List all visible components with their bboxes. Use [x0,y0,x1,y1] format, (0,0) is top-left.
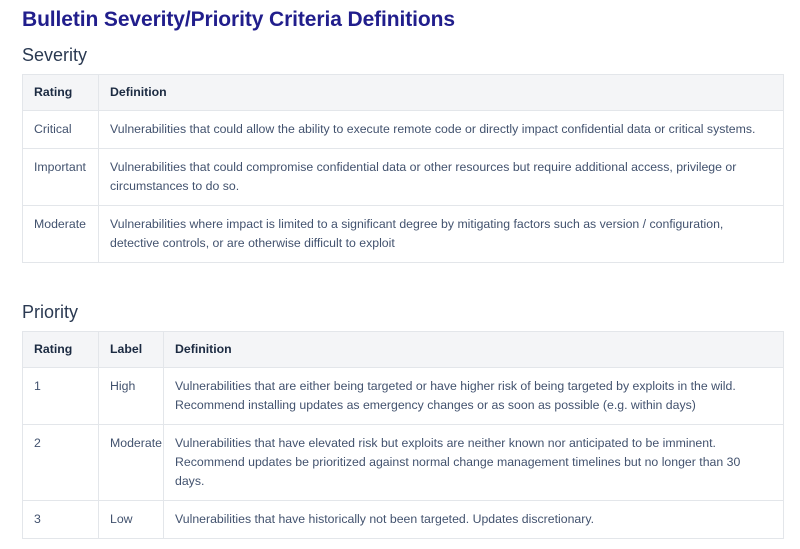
priority-label-cell: High [98,367,164,425]
page-title: Bulletin Severity/Priority Criteria Defi… [22,8,455,31]
priority-definition-cell: Vulnerabilities that are either being ta… [163,367,784,425]
priority-rating-cell: 2 [22,424,99,501]
severity-table-body: Critical Vulnerabilities that could allo… [22,110,784,263]
priority-definition-cell: Vulnerabilities that have elevated risk … [163,424,784,501]
table-row: 3 Low Vulnerabilities that have historic… [22,500,784,539]
priority-rating-cell: 1 [22,367,99,425]
table-row: Important Vulnerabilities that could com… [22,148,784,206]
table-row: 1 High Vulnerabilities that are either b… [22,367,784,425]
column-header-rating: Rating [22,331,99,368]
column-header-definition: Definition [163,331,784,368]
table-header-row: Rating Label Definition [22,331,784,368]
severity-rating-cell: Critical [22,110,99,149]
section-spacer [0,263,800,281]
column-header-rating: Rating [22,74,99,111]
priority-table: Rating Label Definition 1 High Vulnerabi… [22,331,784,539]
priority-label-cell: Low [98,500,164,539]
severity-definition-cell: Vulnerabilities that could compromise co… [98,148,784,206]
severity-rating-cell: Important [22,148,99,206]
priority-table-body: 1 High Vulnerabilities that are either b… [22,367,784,539]
column-header-label: Label [98,331,164,368]
table-header-row: Rating Definition [22,74,784,111]
priority-rating-cell: 3 [22,500,99,539]
section-heading-priority: Priority [22,302,79,322]
severity-definition-cell: Vulnerabilities that could allow the abi… [98,110,784,149]
severity-table: Rating Definition Critical Vulnerabiliti… [22,74,784,263]
table-row: Critical Vulnerabilities that could allo… [22,110,784,149]
priority-table-header: Rating Label Definition [22,331,784,368]
table-row: Moderate Vulnerabilities where impact is… [22,205,784,263]
severity-definition-cell: Vulnerabilities where impact is limited … [98,205,784,263]
table-row: 2 Moderate Vulnerabilities that have ele… [22,424,784,501]
priority-label-cell: Moderate [98,424,164,501]
priority-definition-cell: Vulnerabilities that have historically n… [163,500,784,539]
section-heading-severity: Severity [22,45,88,65]
severity-rating-cell: Moderate [22,205,99,263]
column-header-definition: Definition [98,74,784,111]
severity-table-header: Rating Definition [22,74,784,111]
